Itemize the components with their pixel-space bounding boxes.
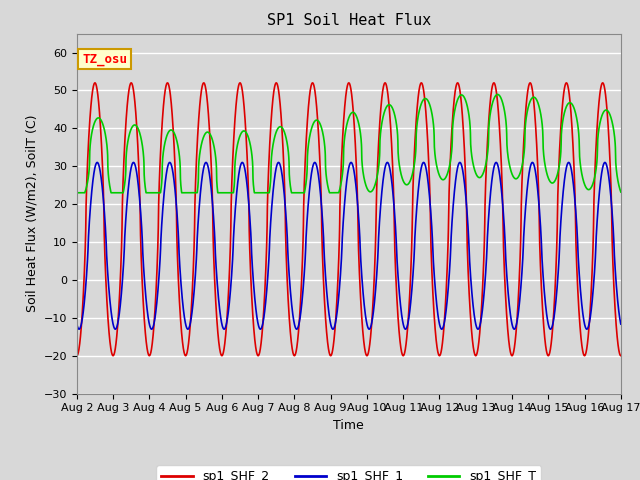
sp1_SHF_2 xyxy=(502,293,509,299)
Line: sp1_SHF_1: sp1_SHF_1 xyxy=(77,162,621,329)
sp1_SHF_1 xyxy=(616,319,624,324)
sp1_SHF_2 xyxy=(616,352,624,358)
sp1_SHF_2 xyxy=(73,353,81,359)
sp1_SHF_1 xyxy=(171,183,179,189)
sp1_SHF_T xyxy=(494,92,502,97)
sp1_SHF_2 xyxy=(617,353,625,359)
sp1_SHF_1 xyxy=(73,321,81,327)
Line: sp1_SHF_T: sp1_SHF_T xyxy=(77,95,621,193)
X-axis label: Time: Time xyxy=(333,419,364,432)
sp1_SHF_1 xyxy=(76,326,83,332)
sp1_SHF_1 xyxy=(441,318,449,324)
sp1_SHF_1 xyxy=(471,315,479,321)
Legend: sp1_SHF_2, sp1_SHF_1, sp1_SHF_T: sp1_SHF_2, sp1_SHF_1, sp1_SHF_T xyxy=(156,465,541,480)
sp1_SHF_2 xyxy=(471,351,479,357)
sp1_SHF_T xyxy=(74,190,81,196)
sp1_SHF_T xyxy=(617,189,625,195)
sp1_SHF_T xyxy=(616,188,624,193)
sp1_SHF_2 xyxy=(441,315,449,321)
sp1_SHF_2 xyxy=(171,155,179,161)
sp1_SHF_2 xyxy=(91,80,99,86)
sp1_SHF_T xyxy=(171,131,179,137)
sp1_SHF_T xyxy=(73,189,81,195)
sp1_SHF_1 xyxy=(617,321,625,327)
sp1_SHF_1 xyxy=(502,252,509,258)
sp1_SHF_1 xyxy=(329,326,337,332)
Line: sp1_SHF_2: sp1_SHF_2 xyxy=(77,83,621,356)
sp1_SHF_T xyxy=(471,168,479,173)
sp1_SHF_T xyxy=(441,176,449,182)
Text: TZ_osu: TZ_osu xyxy=(82,53,127,66)
sp1_SHF_T xyxy=(502,116,509,122)
sp1_SHF_1 xyxy=(601,159,609,165)
sp1_SHF_T xyxy=(329,190,337,196)
Y-axis label: Soil Heat Flux (W/m2), SoilT (C): Soil Heat Flux (W/m2), SoilT (C) xyxy=(25,115,38,312)
sp1_SHF_2 xyxy=(329,348,337,354)
Title: SP1 Soil Heat Flux: SP1 Soil Heat Flux xyxy=(267,13,431,28)
